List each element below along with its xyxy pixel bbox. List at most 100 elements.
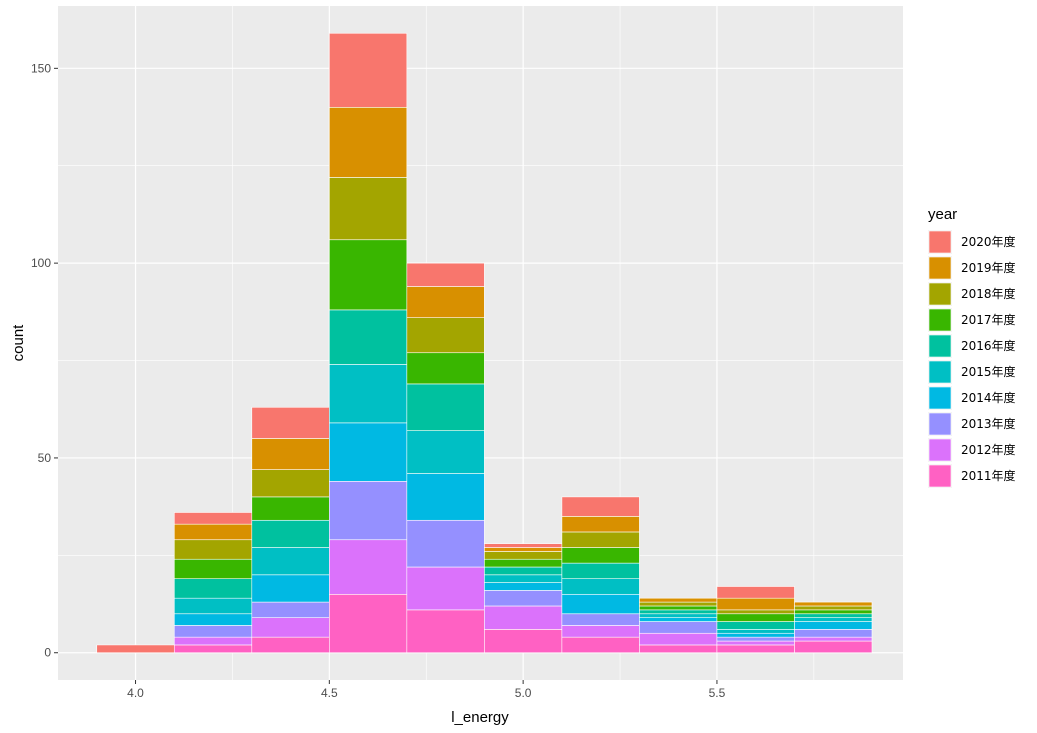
bar-segment: [173, 523, 253, 541]
bar-segment: [561, 593, 640, 615]
bar-segment: [173, 636, 253, 646]
x-tick-label: 5.5: [709, 686, 726, 700]
bar-segment: [96, 644, 175, 654]
legend-label: 2020年度: [961, 234, 1016, 249]
bar-segment: [716, 621, 795, 630]
bar-segment: [329, 309, 408, 365]
legend-swatch: [928, 308, 952, 332]
bar-segment: [173, 613, 253, 626]
legend-title: year: [928, 206, 957, 223]
y-axis: 0 50 100 150: [31, 61, 58, 660]
bar-segment: [173, 558, 253, 580]
bar-segment: [484, 551, 563, 560]
bar-segment: [716, 636, 795, 642]
legend-swatch: [928, 386, 952, 410]
legend-label: 2018年度: [961, 286, 1016, 301]
bar-segment: [484, 590, 563, 607]
bar-segment: [406, 262, 485, 287]
bar-segment: [716, 644, 795, 654]
bar-segment: [794, 636, 873, 642]
bar-segment: [794, 640, 873, 654]
bar-segment: [716, 640, 795, 646]
bar-segment: [484, 629, 563, 654]
x-axis-title: l_energy: [451, 709, 509, 726]
y-tick-label: 0: [44, 646, 51, 660]
legend-swatch: [928, 256, 952, 280]
bar-segment: [561, 613, 640, 626]
y-tick-label: 100: [31, 256, 51, 270]
bar-segment: [639, 605, 718, 611]
legend-swatch: [928, 438, 952, 462]
bar-segment: [329, 364, 408, 424]
bar-segment: [406, 383, 485, 431]
bar-segment: [639, 609, 718, 615]
bar-segment: [406, 352, 485, 385]
y-axis-title: count: [10, 324, 27, 362]
bar-segment: [251, 574, 330, 603]
bar-segment: [173, 539, 253, 560]
legend-label: 2012年度: [961, 442, 1016, 457]
legend-swatch: [928, 230, 952, 254]
bar-segment: [251, 496, 330, 521]
bar-segment: [329, 106, 408, 178]
bar-segment: [251, 636, 330, 654]
bar-segment: [639, 644, 718, 654]
bar-segment: [639, 617, 718, 622]
bar-segment: [406, 473, 485, 521]
bar-segment: [173, 625, 253, 638]
bar-segment: [406, 430, 485, 474]
stacked-bars: [96, 32, 873, 654]
legend-swatch: [928, 412, 952, 436]
x-tick-label: 4.5: [321, 686, 338, 700]
y-tick-label: 50: [38, 451, 52, 465]
bar-segment: [716, 597, 795, 611]
bar-segment: [406, 317, 485, 354]
bar-segment: [406, 519, 485, 568]
bar-segment: [173, 644, 253, 654]
legend-swatch: [928, 464, 952, 488]
legend-swatch: [928, 360, 952, 384]
bar-segment: [639, 632, 718, 646]
bar-segment: [251, 547, 330, 576]
bar-segment: [561, 625, 640, 638]
bar-segment: [173, 597, 253, 615]
bar-segment: [561, 496, 640, 517]
bar-segment: [484, 543, 563, 548]
bar-segment: [716, 629, 795, 634]
bar-segment: [794, 621, 873, 630]
bar-segment: [561, 636, 640, 654]
x-tick-label: 5.0: [515, 686, 532, 700]
bar-segment: [251, 519, 330, 548]
bar-segment: [794, 613, 873, 618]
legend-label: 2019年度: [961, 260, 1016, 275]
bar-segment: [329, 481, 408, 541]
bar-segment: [561, 578, 640, 595]
bar-segment: [639, 621, 718, 634]
bar-segment: [484, 605, 563, 630]
legend: year 2020年度 2019年度 2018年度 2017年度 2016年度 2015年…: [928, 206, 1016, 488]
bar-segment: [794, 609, 873, 615]
bar-segment: [794, 629, 873, 638]
bar-segment: [639, 601, 718, 607]
bar-segment: [716, 613, 795, 622]
bar-segment: [716, 632, 795, 638]
bar-segment: [329, 32, 408, 108]
legend-label: 2011年度: [961, 468, 1016, 483]
bar-segment: [406, 609, 485, 654]
bar-segment: [561, 531, 640, 548]
legend-label: 2013年度: [961, 416, 1016, 431]
bar-segment: [329, 593, 408, 654]
bar-segment: [251, 406, 330, 439]
bar-segment: [561, 562, 640, 580]
bar-segment: [173, 578, 253, 599]
bar-segment: [561, 547, 640, 564]
bar-segment: [406, 566, 485, 611]
bar-segment: [484, 558, 563, 568]
legend-label: 2016年度: [961, 338, 1016, 353]
bar-segment: [484, 582, 563, 591]
bar-segment: [329, 422, 408, 482]
bar-segment: [329, 539, 408, 595]
bar-segment: [716, 586, 795, 599]
bar-segment: [251, 601, 330, 618]
